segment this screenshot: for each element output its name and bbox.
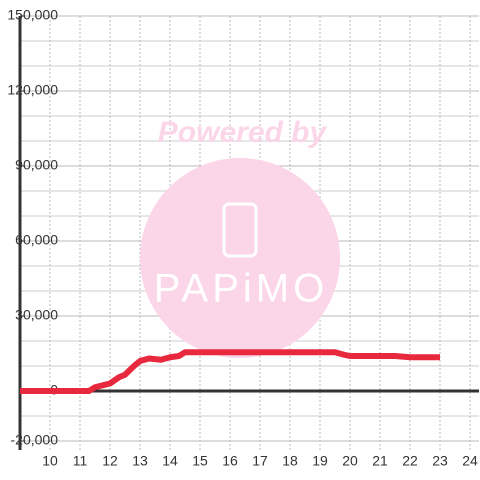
y-tick-label: -20,000 (11, 432, 59, 448)
x-tick-label: 19 (312, 453, 328, 469)
x-tick-label: 15 (192, 453, 208, 469)
x-tick-label: 12 (102, 453, 118, 469)
y-tick-label: 60,000 (15, 232, 58, 248)
watermark-bottom: PAPiMO (154, 267, 328, 311)
y-tick-label: 90,000 (15, 157, 58, 173)
x-tick-label: 17 (252, 453, 268, 469)
x-tick-label: 10 (42, 453, 58, 469)
x-tick-label: 21 (372, 453, 388, 469)
y-tick-label: 30,000 (15, 307, 58, 323)
y-tick-label: 120,000 (7, 82, 58, 98)
x-tick-label: 20 (342, 453, 358, 469)
watermark-phone (222, 202, 258, 258)
x-tick-label: 18 (282, 453, 298, 469)
y-tick-label: 150,000 (7, 7, 58, 23)
x-tick-label: 14 (162, 453, 178, 469)
x-tick-label: 24 (462, 453, 478, 469)
x-tick-label: 23 (432, 453, 448, 469)
data-line (20, 349, 440, 394)
x-tick-label: 16 (222, 453, 238, 469)
x-tick-label: 13 (132, 453, 148, 469)
watermark-circle (140, 158, 340, 358)
x-tick-label: 22 (402, 453, 418, 469)
x-tick-label: 11 (73, 453, 88, 469)
watermark-top: Powered by (158, 116, 328, 149)
